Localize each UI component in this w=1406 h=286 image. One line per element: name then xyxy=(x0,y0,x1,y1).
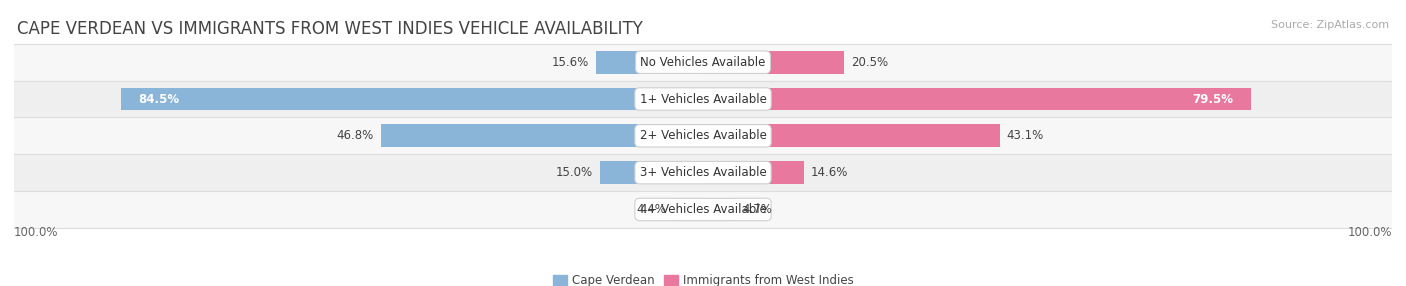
Text: 84.5%: 84.5% xyxy=(138,93,179,106)
Text: 15.6%: 15.6% xyxy=(551,56,589,69)
Bar xyxy=(703,88,1251,110)
Bar xyxy=(121,88,703,110)
Text: 14.6%: 14.6% xyxy=(810,166,848,179)
Bar xyxy=(599,161,703,184)
FancyBboxPatch shape xyxy=(14,81,1392,118)
Text: 100.0%: 100.0% xyxy=(1347,226,1392,239)
Text: 4+ Vehicles Available: 4+ Vehicles Available xyxy=(640,203,766,216)
Text: Source: ZipAtlas.com: Source: ZipAtlas.com xyxy=(1271,20,1389,30)
FancyBboxPatch shape xyxy=(14,44,1392,81)
Text: No Vehicles Available: No Vehicles Available xyxy=(640,56,766,69)
Bar xyxy=(703,198,735,221)
Bar xyxy=(381,124,703,147)
Legend: Cape Verdean, Immigrants from West Indies: Cape Verdean, Immigrants from West Indie… xyxy=(548,269,858,286)
Text: 79.5%: 79.5% xyxy=(1192,93,1233,106)
Bar xyxy=(703,124,1000,147)
Text: CAPE VERDEAN VS IMMIGRANTS FROM WEST INDIES VEHICLE AVAILABILITY: CAPE VERDEAN VS IMMIGRANTS FROM WEST IND… xyxy=(17,20,643,38)
Text: 4.7%: 4.7% xyxy=(742,203,772,216)
Bar xyxy=(672,198,703,221)
Bar xyxy=(596,51,703,74)
Text: 20.5%: 20.5% xyxy=(851,56,889,69)
Bar xyxy=(703,51,844,74)
Text: 15.0%: 15.0% xyxy=(555,166,593,179)
Text: 100.0%: 100.0% xyxy=(14,226,59,239)
FancyBboxPatch shape xyxy=(14,154,1392,191)
Text: 3+ Vehicles Available: 3+ Vehicles Available xyxy=(640,166,766,179)
Text: 46.8%: 46.8% xyxy=(336,129,374,142)
FancyBboxPatch shape xyxy=(14,118,1392,154)
Text: 2+ Vehicles Available: 2+ Vehicles Available xyxy=(640,129,766,142)
FancyBboxPatch shape xyxy=(14,191,1392,228)
Text: 1+ Vehicles Available: 1+ Vehicles Available xyxy=(640,93,766,106)
Text: 4.4%: 4.4% xyxy=(636,203,666,216)
Bar xyxy=(703,161,804,184)
Text: 43.1%: 43.1% xyxy=(1007,129,1045,142)
